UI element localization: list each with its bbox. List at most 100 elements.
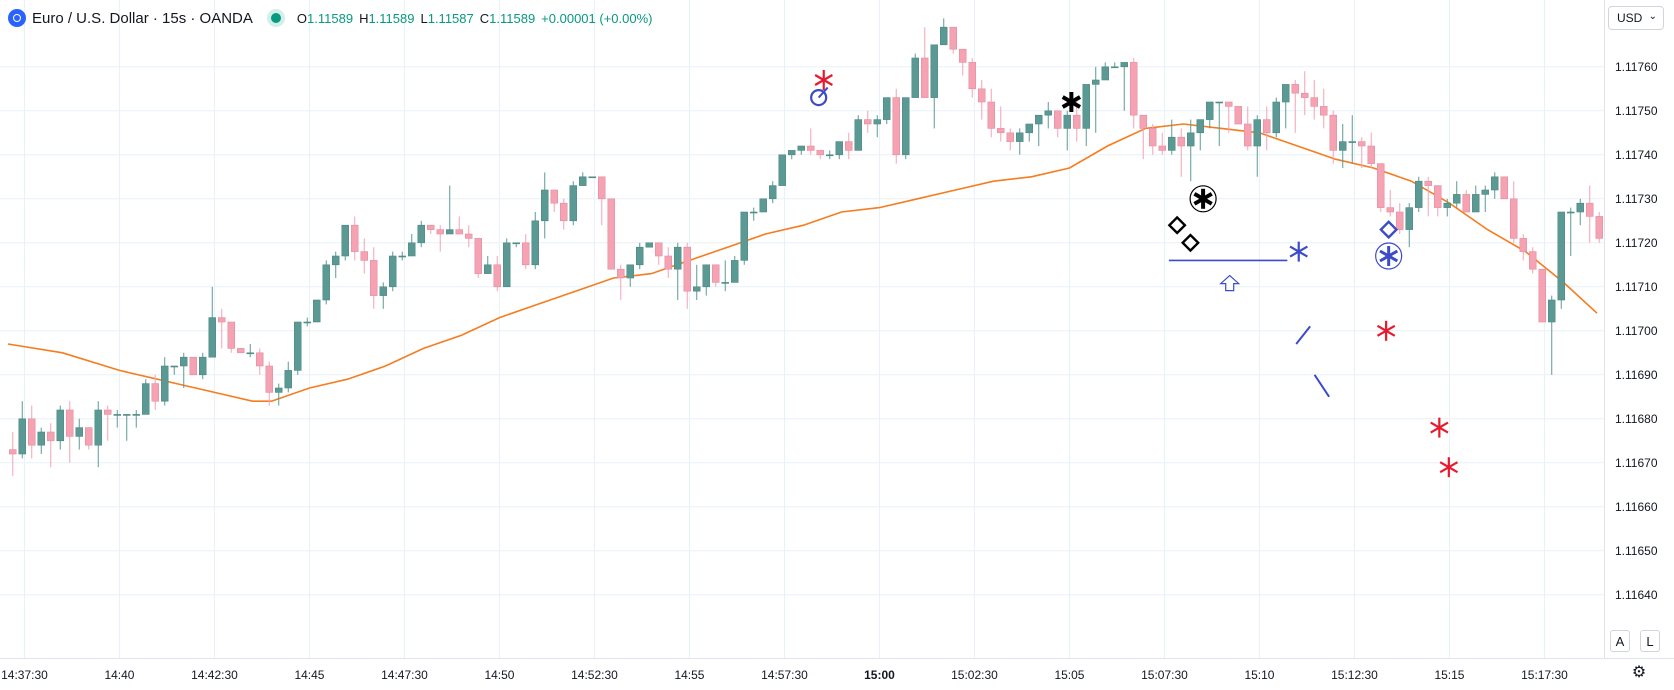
candle: [550, 189, 558, 212]
candle-body: [1386, 207, 1394, 213]
candle: [712, 264, 720, 287]
candle: [1272, 97, 1280, 138]
candle-body: [807, 145, 815, 151]
candle-body: [1538, 268, 1546, 323]
candle: [151, 374, 159, 410]
time-tick-label: 15:05: [1054, 668, 1085, 682]
candle-body: [1291, 84, 1299, 94]
time-tick-label: 14:55: [674, 668, 705, 682]
candle: [446, 185, 454, 235]
symbol-title[interactable]: Euro / U.S. Dollar · 15s · OANDA: [32, 9, 253, 27]
price-tick-label: 1.11760: [1615, 59, 1658, 74]
marker-needle: [817, 86, 829, 99]
candle: [845, 132, 853, 160]
candle-body: [1120, 62, 1128, 68]
candle: [997, 106, 1005, 142]
candle-body: [1491, 176, 1499, 191]
candle: [1405, 203, 1413, 248]
candle-body: [66, 409, 74, 437]
candle-body: [1225, 101, 1233, 107]
candle: [341, 224, 349, 261]
time-tick-label: 14:57:30: [761, 668, 808, 682]
candle: [85, 427, 93, 450]
candle: [560, 198, 568, 230]
candle: [1510, 181, 1518, 243]
candle-body: [1519, 238, 1527, 252]
candle-body: [959, 48, 967, 63]
candle-body: [816, 150, 824, 156]
diamond-marker: [1180, 233, 1200, 253]
gear-icon[interactable]: ⚙: [1631, 664, 1647, 681]
asterisk-marker: [814, 70, 833, 90]
candle-body: [142, 383, 150, 415]
candle-body: [655, 242, 663, 257]
candle-body: [1348, 141, 1356, 143]
currency-select[interactable]: USD ⌄: [1608, 6, 1664, 30]
candle-body: [370, 260, 378, 296]
candle-body: [189, 356, 197, 376]
price-axis[interactable]: [1604, 0, 1674, 658]
candle-body: [1035, 114, 1043, 125]
candle-body: [579, 176, 587, 186]
candle-body: [949, 26, 957, 50]
log-scale-button[interactable]: L: [1640, 630, 1660, 652]
candle-body: [854, 119, 862, 151]
candle: [218, 308, 226, 349]
auto-scale-button[interactable]: A: [1610, 630, 1630, 652]
time-tick-label: 14:52:30: [571, 668, 618, 682]
candle: [693, 264, 701, 300]
candle-body: [104, 409, 112, 415]
price-tick-label: 1.11720: [1615, 235, 1658, 250]
candle-body: [313, 299, 321, 323]
candle-body: [1358, 141, 1366, 147]
live-dot-icon: [270, 13, 281, 23]
candle-body: [1472, 194, 1480, 213]
marker-ring: [810, 88, 828, 107]
candle: [683, 242, 691, 309]
candle-body: [1168, 136, 1176, 151]
candle-body: [664, 255, 672, 270]
candle: [284, 361, 292, 393]
candle: [588, 176, 596, 179]
candle-body: [778, 154, 786, 186]
candle-body: [1453, 194, 1461, 204]
candle: [854, 115, 862, 151]
candle-body: [721, 282, 729, 284]
candle: [265, 361, 273, 406]
asterisk-stroke: [1061, 95, 1082, 109]
time-axis[interactable]: [0, 658, 1674, 690]
candle: [617, 264, 625, 300]
candle: [1481, 185, 1489, 212]
candle: [37, 427, 45, 454]
candle-body: [987, 101, 995, 129]
candle-body: [322, 264, 330, 301]
candle-body: [797, 145, 805, 151]
candle: [1177, 128, 1185, 177]
candle: [655, 242, 663, 265]
candle: [1044, 102, 1052, 129]
candle: [132, 410, 140, 428]
price-tick-label: 1.11680: [1615, 411, 1658, 426]
candle-body: [645, 242, 653, 248]
candle: [28, 405, 36, 459]
candle-body: [455, 229, 463, 235]
price-chart[interactable]: [0, 0, 1604, 658]
candle-body: [1443, 202, 1451, 208]
ohlc-legend: O1.11589 H1.11589 L1.11587 C1.11589 +0.0…: [297, 11, 653, 26]
candle-body: [1234, 106, 1242, 125]
markers: [810, 70, 1459, 478]
candle: [1595, 212, 1603, 243]
candle-body: [1301, 92, 1309, 98]
candle-body: [1557, 211, 1565, 301]
candle-body: [1006, 132, 1014, 142]
candle-body: [1196, 119, 1204, 134]
asterisk-stroke: [1376, 324, 1396, 337]
candle: [208, 286, 216, 358]
candle: [94, 401, 102, 468]
asterisk-stroke: [1439, 461, 1459, 474]
candle-body: [1339, 141, 1347, 151]
candle-body: [218, 317, 226, 323]
candle-body: [569, 185, 577, 222]
tv-logo-icon[interactable]: [8, 9, 26, 27]
candle-body: [531, 220, 539, 266]
